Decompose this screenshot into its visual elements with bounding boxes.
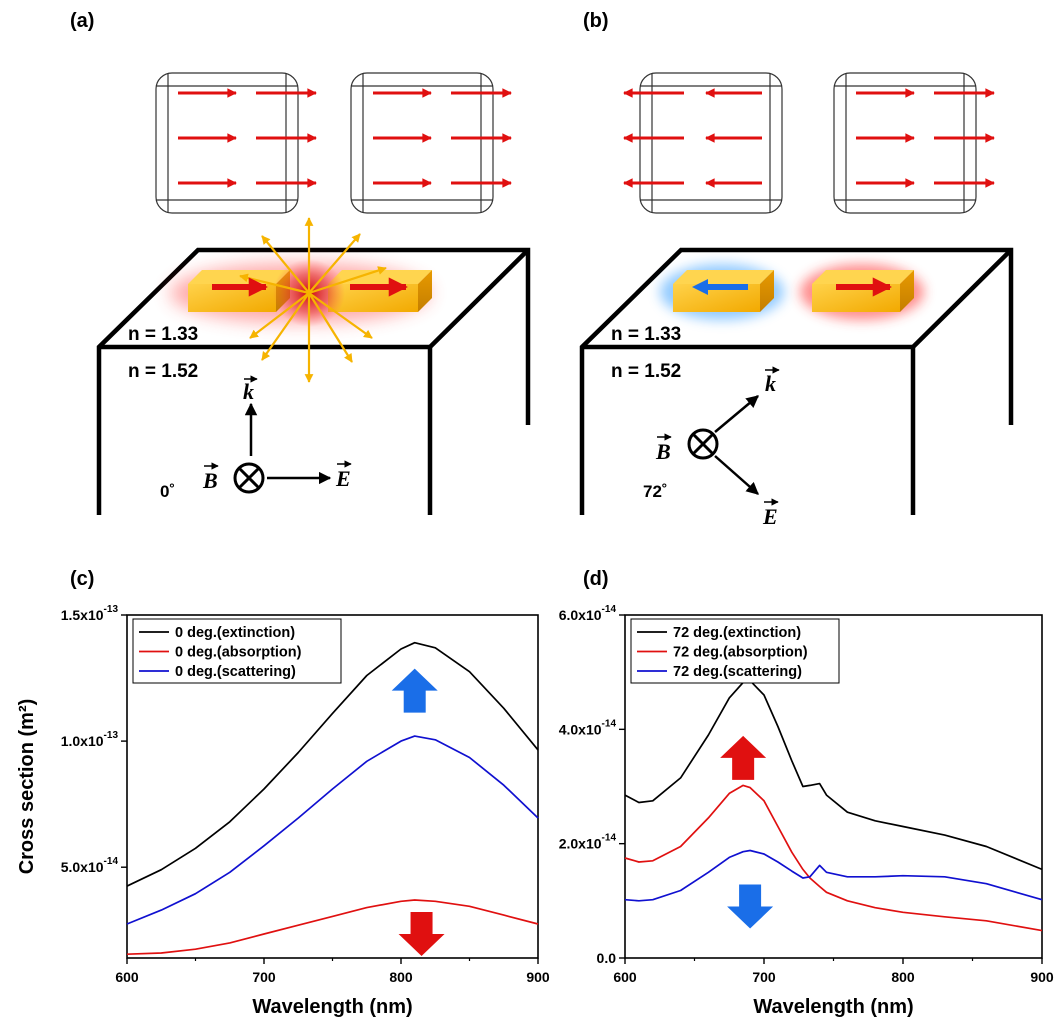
chart-d: 600 700 800 900 0.0 2.0x10-14 4.0x10-14 6.0x10-…	[559, 604, 1054, 1018]
polarization-diagram-b: k B E 72˚	[643, 366, 780, 529]
x-tick-label-c-800: 800	[389, 969, 413, 985]
gold-particle-left-b	[673, 270, 774, 312]
panel-label-c: (c)	[70, 568, 94, 590]
series-line-72-deg-extinction	[624, 679, 1043, 871]
legend-entry-72-deg-absorption: 72 deg.(absorption)	[673, 645, 808, 661]
y-tick-label-d-0: 0.0	[597, 950, 617, 966]
series-line-72-deg-absorption	[624, 784, 1043, 932]
panel-label-b: (b)	[583, 10, 609, 32]
annotation-arrow-up-c-0	[391, 668, 438, 713]
b-vector-label-a: B	[202, 468, 218, 493]
panel-label-a: (a)	[70, 10, 94, 32]
legend-d: 72 deg.(extinction) 72 deg.(absorption) 72…	[630, 618, 840, 684]
legend-c: 0 deg.(extinction) 0 deg.(absorption) 0 de…	[132, 618, 342, 684]
y-tick-label-c-0: 5.0x10-14	[61, 856, 119, 875]
y-tick-label-d-2: 4.0x10-14	[559, 718, 617, 737]
particle-outline-left-a	[155, 72, 299, 214]
panel-b: (b)	[579, 10, 1014, 529]
b-field-into-page-icon	[687, 428, 719, 460]
k-vector-arrow-b	[714, 395, 759, 433]
annotation-arrow-down-c-1	[398, 912, 445, 957]
series-line-72-deg-scattering	[624, 849, 1043, 902]
b-vector-label-b: B	[655, 439, 671, 464]
substrate-box-a	[96, 247, 531, 515]
panel-label-d: (d)	[583, 568, 609, 590]
radiation-rays-a	[239, 217, 387, 383]
refractive-index-top-b: n = 1.33	[611, 324, 681, 345]
field-arrows-a	[178, 88, 512, 188]
incidence-angle-b: 72˚	[643, 482, 668, 501]
gold-particle-right-b	[812, 270, 914, 312]
x-tick-label-d-800: 800	[891, 969, 915, 985]
x-axis-label-d: Wavelength (nm)	[753, 996, 913, 1018]
series-line-0-deg-extinction	[126, 641, 539, 887]
field-schematic-b	[639, 72, 977, 214]
polarization-diagram-a: k B E 0˚	[160, 375, 352, 501]
refractive-index-bottom-a: n = 1.52	[128, 361, 198, 382]
particle-outline-right-b	[833, 72, 977, 214]
b-field-into-page-icon	[233, 462, 265, 494]
x-tick-label-d-700: 700	[752, 969, 776, 985]
y-axis-label-c: Cross section (m²)	[16, 699, 38, 875]
chart-c: 600 700 800 900 5.0x10-14 1.0x10-13 1.5x10-13 W…	[16, 604, 550, 1018]
panel-a: (a)	[70, 10, 531, 515]
annotation-arrow-up-d-0	[720, 735, 767, 780]
legend-entry-72-deg-extinction: 72 deg.(extinction)	[673, 625, 801, 641]
substrate-box-b	[579, 247, 1014, 515]
series-line-0-deg-absorption	[126, 899, 539, 956]
y-tick-label-c-2: 1.5x10-13	[61, 604, 119, 623]
e-vector-arrow-b	[714, 455, 759, 495]
y-tick-label-c-1: 1.0x10-13	[61, 730, 119, 749]
annotation-arrow-down-d-1	[727, 884, 774, 929]
legend-entry-0-deg-extinction: 0 deg.(extinction)	[175, 625, 295, 641]
x-tick-label-d-600: 600	[613, 969, 637, 985]
incidence-angle-a: 0˚	[160, 482, 175, 501]
x-tick-label-c-900: 900	[526, 969, 550, 985]
y-tick-label-d-1: 2.0x10-14	[559, 833, 617, 852]
field-arrows-b	[623, 88, 995, 188]
particle-outline-left-b	[639, 72, 783, 214]
legend-entry-0-deg-scattering: 0 deg.(scattering)	[175, 664, 296, 680]
field-schematic-a	[155, 72, 494, 214]
k-vector-label-b: k	[765, 371, 776, 396]
refractive-index-bottom-b: n = 1.52	[611, 361, 681, 382]
legend-entry-72-deg-scattering: 72 deg.(scattering)	[673, 664, 802, 680]
particle-outline-right-a	[350, 72, 494, 214]
legend-entry-0-deg-absorption: 0 deg.(absorption)	[175, 645, 302, 661]
e-vector-label-a: E	[335, 466, 351, 491]
x-tick-label-c-600: 600	[115, 969, 139, 985]
e-vector-label-b: E	[762, 504, 778, 529]
x-axis-label-c: Wavelength (nm)	[252, 996, 412, 1018]
x-tick-label-d-900: 900	[1030, 969, 1054, 985]
series-line-0-deg-scattering	[126, 735, 539, 925]
refractive-index-top-a: n = 1.33	[128, 324, 198, 345]
x-tick-label-c-700: 700	[252, 969, 276, 985]
k-vector-label-a: k	[243, 379, 254, 404]
y-tick-label-d-3: 6.0x10-14	[559, 604, 617, 623]
